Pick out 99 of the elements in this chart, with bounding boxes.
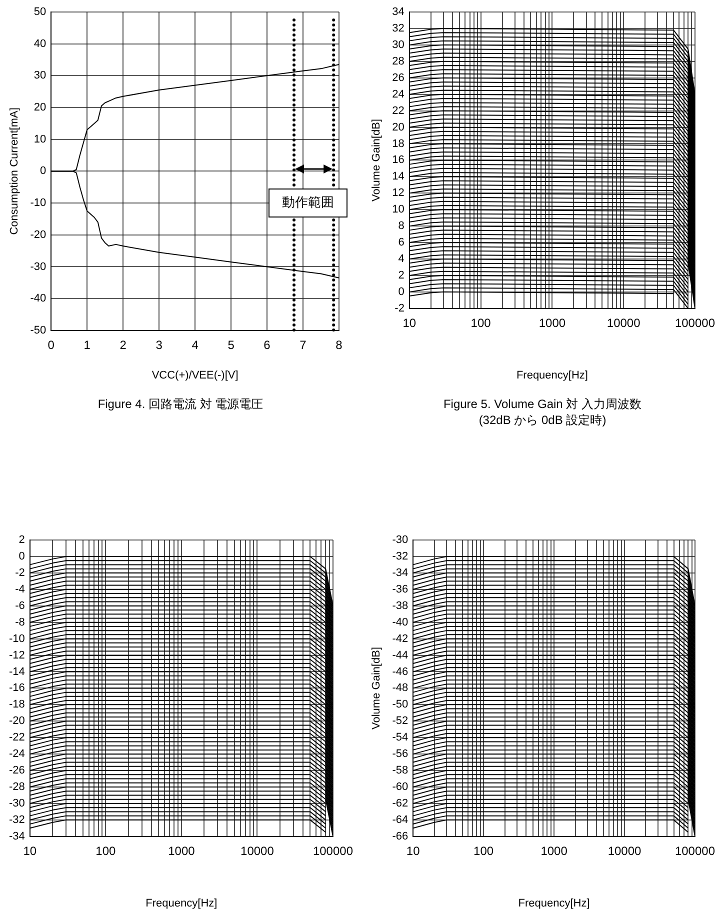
y-tick-label: 0 <box>18 550 25 562</box>
y-tick-label: 40 <box>34 38 46 50</box>
y-tick-label: 12 <box>392 187 404 200</box>
y-tick-label: -48 <box>392 682 408 694</box>
y-tick-label: 34 <box>392 6 404 18</box>
y-tick-label: -32 <box>8 814 25 826</box>
y-tick-label: -30 <box>30 260 46 273</box>
x-tick-label: 100 <box>470 316 492 330</box>
x-axis-title: Frequency[Hz] <box>518 897 590 910</box>
x-axis-title: VCC(+)/VEE(-)[V] <box>152 369 238 382</box>
y-tick-label: -44 <box>392 649 408 662</box>
y-tick-label: 2 <box>18 534 25 546</box>
y-tick-label: -62 <box>392 798 408 810</box>
y-tick-label: -56 <box>392 748 408 760</box>
x-tick-label: 100000 <box>312 844 354 858</box>
y-tick-label: -40 <box>30 292 46 305</box>
y-tick-label: -66 <box>392 830 408 842</box>
x-tick-label: 100000 <box>674 844 716 858</box>
x-tick-label: 1 <box>84 338 91 352</box>
x-tick-label: 8 <box>336 338 343 352</box>
y-tick-label: 0 <box>40 165 46 178</box>
y-axis-title: Consumption Current[mA] <box>8 108 21 235</box>
y-tick-label: -8 <box>15 616 25 628</box>
y-tick-label: 10 <box>392 204 404 216</box>
x-tick-label: 1000 <box>540 844 568 858</box>
y-tick-label: -52 <box>392 715 408 728</box>
y-tick-label: -20 <box>8 715 25 728</box>
x-tick-label: 1000 <box>168 844 196 858</box>
y-tick-label: -14 <box>8 666 25 678</box>
y-axis-title: Volume Gain[dB] <box>370 118 383 202</box>
y-tick-label: 8 <box>398 220 404 232</box>
y-tick-label: -10 <box>8 632 25 645</box>
y-tick-label: -24 <box>8 748 25 760</box>
x-tick-label: 4 <box>192 338 199 352</box>
y-tick-label: -16 <box>8 682 25 694</box>
y-tick-label: -22 <box>8 732 25 744</box>
y-tick-label: 20 <box>392 121 404 134</box>
x-axis-title: Frequency[Hz] <box>516 369 588 382</box>
y-tick-label: 16 <box>392 154 404 166</box>
annotation: 動作範囲 <box>282 194 334 210</box>
y-tick-label: -4 <box>15 583 25 596</box>
y-tick-label: 24 <box>392 88 404 100</box>
y-tick-label: -40 <box>392 616 408 628</box>
y-tick-label: -54 <box>392 732 408 744</box>
y-tick-label: 4 <box>398 253 404 266</box>
y-tick-label: 28 <box>392 55 404 68</box>
y-tick-label: -2 <box>394 302 404 314</box>
y-tick-label: -10 <box>30 197 46 210</box>
y-tick-label: 32 <box>392 22 404 34</box>
y-tick-label: 0 <box>398 286 404 298</box>
text: Figure 5. Volume Gain 対 入力周波数 <box>442 396 643 412</box>
y-tick-label: -50 <box>392 698 408 711</box>
text: (32dB から 0dB 設定時) <box>478 412 608 428</box>
y-tick-label: 50 <box>34 6 46 18</box>
x-axis-title: Frequency[Hz] <box>146 897 218 910</box>
x-tick-label: 100 <box>96 844 116 858</box>
y-tick-label: -34 <box>392 566 408 579</box>
y-tick-label: -6 <box>15 600 25 612</box>
x-tick-label: 6 <box>264 338 271 352</box>
y-tick-label: -18 <box>8 698 25 711</box>
y-tick-label: 26 <box>392 72 404 84</box>
y-tick-label: -30 <box>8 798 25 810</box>
x-tick-label: 10000 <box>240 844 274 858</box>
y-tick-label: -26 <box>8 764 25 777</box>
y-tick-label: 20 <box>34 102 46 114</box>
x-tick-label: 10000 <box>606 316 641 330</box>
y-tick-label: 30 <box>392 38 404 51</box>
y-tick-label: -42 <box>392 632 408 645</box>
y-tick-label: 6 <box>398 236 404 249</box>
y-tick-label: 22 <box>392 104 404 117</box>
y-tick-label: -12 <box>8 649 25 662</box>
y-tick-label: -64 <box>392 814 408 826</box>
text: Figure 4. 回路電流 対 電源電圧 <box>96 396 264 412</box>
y-tick-label: 10 <box>34 133 46 146</box>
y-tick-label: 18 <box>392 138 404 150</box>
y-tick-label: 30 <box>34 70 46 82</box>
x-tick-label: 5 <box>228 338 235 352</box>
y-tick-label: -28 <box>8 781 25 794</box>
y-tick-label: -38 <box>392 600 408 612</box>
x-tick-label: 1000 <box>538 316 566 330</box>
y-tick-label: -30 <box>392 534 408 546</box>
y-tick-label: -20 <box>30 228 46 241</box>
y-tick-label: -32 <box>392 550 408 562</box>
y-tick-label: -34 <box>8 830 25 842</box>
y-tick-label: 14 <box>392 170 404 183</box>
y-tick-label: 2 <box>398 270 404 282</box>
y-tick-label: -36 <box>392 583 408 596</box>
x-tick-label: 2 <box>120 338 127 352</box>
x-tick-label: 100000 <box>674 316 716 330</box>
y-axis-title: Volume Gain[dB] <box>370 646 383 730</box>
y-tick-label: -60 <box>392 781 408 794</box>
y-tick-label: -58 <box>392 764 408 777</box>
x-tick-label: 100 <box>474 844 494 858</box>
y-tick-label: -46 <box>392 666 408 678</box>
y-tick-label: -50 <box>30 324 46 336</box>
y-tick-label: -2 <box>15 566 25 579</box>
x-tick-label: 10000 <box>608 844 642 858</box>
x-tick-label: 7 <box>300 338 307 352</box>
x-tick-label: 3 <box>156 338 163 352</box>
